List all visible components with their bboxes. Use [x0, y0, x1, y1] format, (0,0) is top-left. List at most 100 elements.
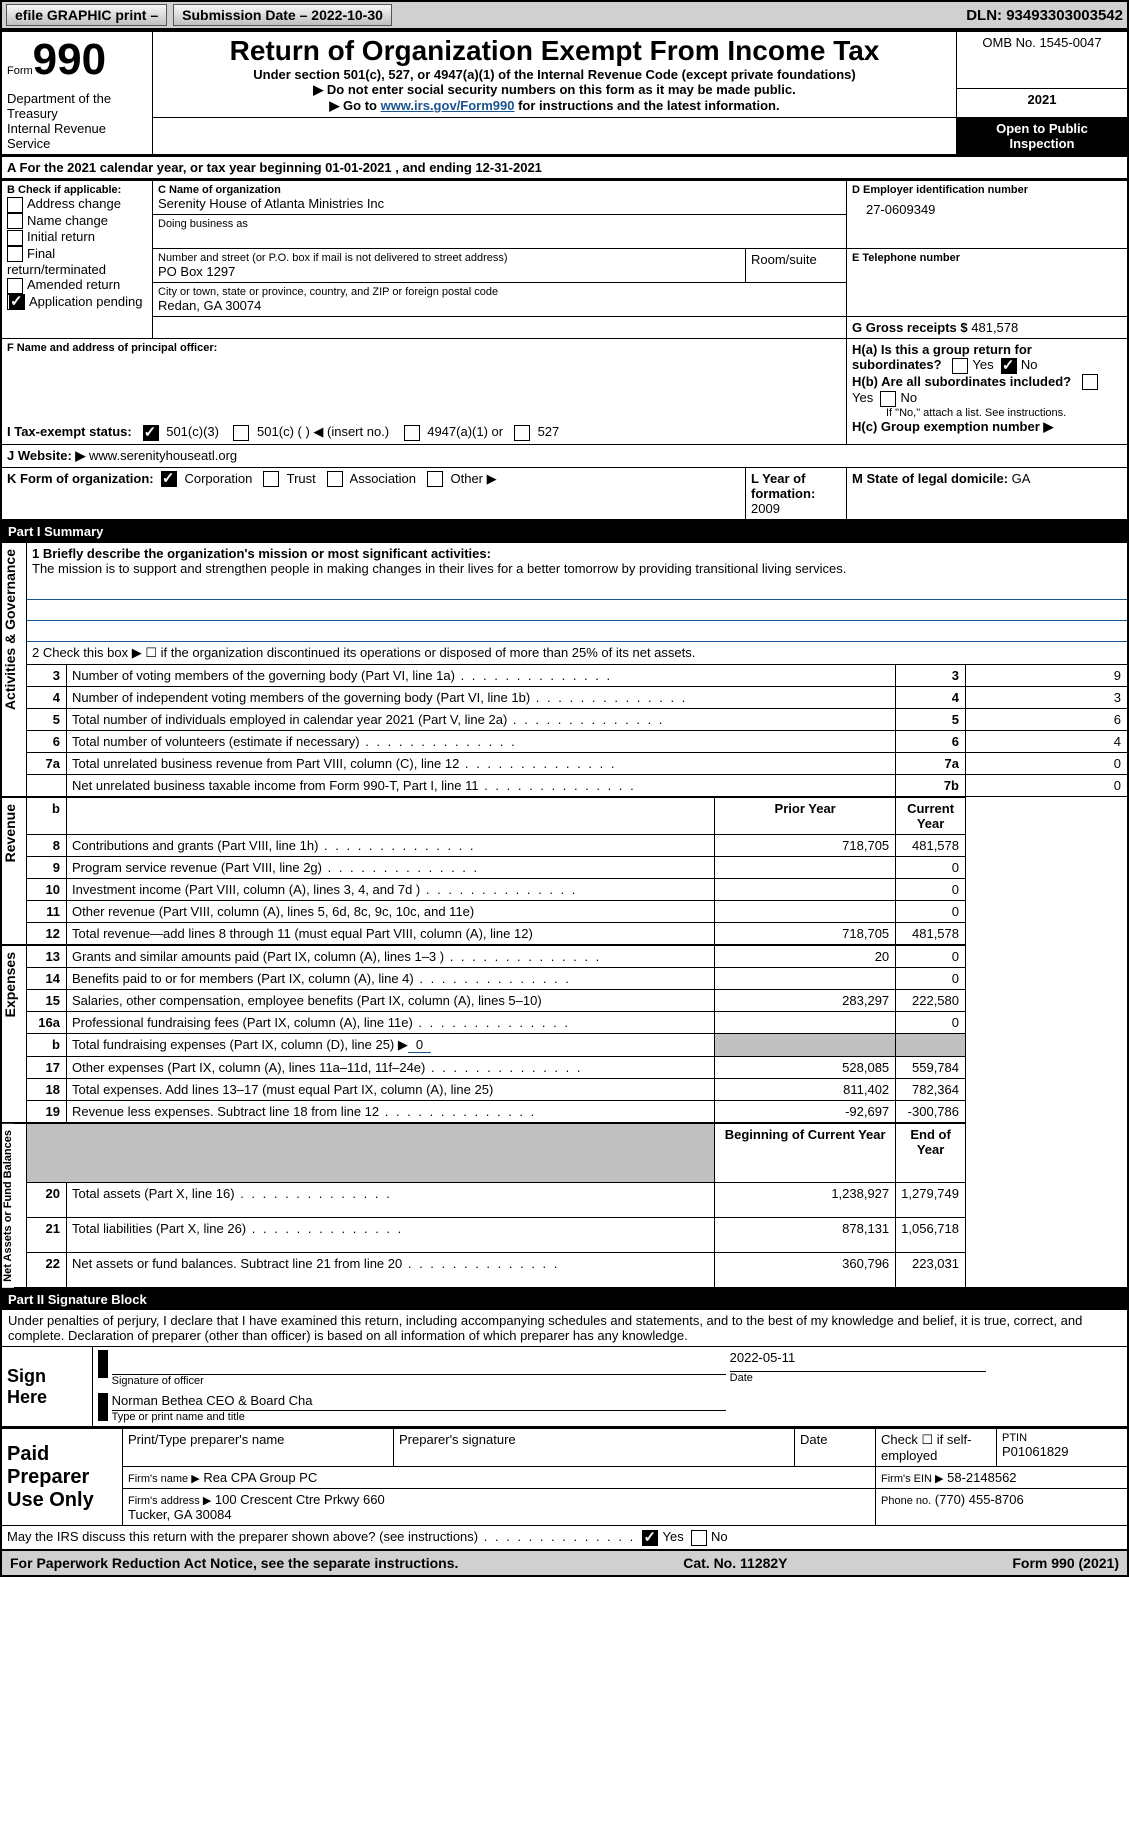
discuss-preparer: May the IRS discuss this return with the…: [7, 1529, 635, 1544]
vlabel-net-assets: Net Assets or Fund Balances: [2, 1124, 14, 1288]
form-number: 990: [33, 35, 106, 84]
form-title-block: Form990 Return of Organization Exempt Fr…: [0, 30, 1129, 156]
city-value: Redan, GA 30074: [158, 298, 841, 313]
checkbox-other[interactable]: [427, 471, 443, 487]
dba-label: Doing business as: [158, 218, 841, 230]
line2: 2 Check this box ▶ ☐ if the organization…: [27, 641, 1129, 664]
line-a-period: A For the 2021 calendar year, or tax yea…: [1, 157, 1128, 180]
submission-date-button[interactable]: Submission Date – 2022-10-30: [173, 4, 392, 26]
footer-mid: Cat. No. 11282Y: [683, 1555, 787, 1571]
room-suite-label: Room/suite: [746, 249, 847, 283]
checkbox-527[interactable]: [514, 425, 530, 441]
dln: DLN: 93493303003542: [966, 7, 1123, 24]
mission-text: The mission is to support and strengthen…: [32, 561, 1122, 576]
discuss-no[interactable]: [691, 1530, 707, 1546]
box-i: I Tax-exempt status: 501(c)(3) 501(c) ( …: [7, 424, 841, 441]
box-hc: H(c) Group exemption number ▶: [852, 419, 1122, 435]
gross-receipts: 481,578: [971, 320, 1018, 335]
submission-date-label: Submission Date –: [182, 7, 311, 23]
year-formation: 2009: [751, 501, 780, 516]
sig-date: 2022-05-11: [730, 1350, 986, 1365]
footer: For Paperwork Reduction Act Notice, see …: [0, 1551, 1129, 1577]
box-b-label: B Check if applicable:: [7, 184, 147, 196]
checkbox-application-pending[interactable]: Application pending: [7, 294, 147, 311]
ptin-value: P01061829: [1002, 1444, 1122, 1459]
end-year-header: End of Year: [896, 1123, 966, 1183]
addr-label: Number and street (or P.O. box if mail i…: [158, 252, 740, 264]
firm-ein-label: Firm's EIN ▶: [881, 1473, 944, 1485]
hb-note: If "No," attach a list. See instructions…: [852, 407, 1122, 419]
checkbox-final-return[interactable]: Final return/terminated: [7, 246, 147, 278]
efile-graphic-print-button[interactable]: efile GRAPHIC print –: [6, 4, 167, 26]
sig-arrow-icon: [98, 1350, 108, 1378]
efile-header: efile GRAPHIC print – Submission Date – …: [0, 0, 1129, 30]
hb-no[interactable]: [880, 391, 896, 407]
line3-value: 9: [966, 664, 1129, 686]
hb-yes[interactable]: [1082, 374, 1098, 390]
sig-officer-label: Signature of officer: [112, 1374, 726, 1387]
form-subtitle: Under section 501(c), 527, or 4947(a)(1)…: [158, 67, 951, 82]
department-label: Department of the Treasury Internal Reve…: [1, 88, 153, 155]
omb-number: OMB No. 1545-0047: [957, 31, 1129, 88]
beginning-year-header: Beginning of Current Year: [715, 1123, 896, 1183]
city-label: City or town, state or province, country…: [158, 286, 841, 298]
box-d-label: D Employer identification number: [852, 184, 1122, 196]
perjury-statement: Under penalties of perjury, I declare th…: [0, 1310, 1129, 1346]
form-note2: ▶ Go to www.irs.gov/Form990 for instruct…: [158, 98, 951, 114]
checkbox-corporation[interactable]: [161, 471, 177, 487]
box-k-label: K Form of organization:: [7, 471, 154, 486]
open-to-public-inspection: Open to Public Inspection: [957, 118, 1129, 156]
vlabel-governance: Activities & Governance: [2, 543, 18, 716]
line3-text: Number of voting members of the governin…: [67, 664, 896, 686]
checkbox-trust[interactable]: [263, 471, 279, 487]
checkbox-association[interactable]: [327, 471, 343, 487]
phone-value: (770) 455-8706: [935, 1492, 1024, 1507]
date-label: Date: [730, 1371, 986, 1384]
col-preparer-sig: Preparer's signature: [394, 1429, 795, 1467]
fundraising-expenses: 0: [408, 1037, 431, 1053]
form-label: Form: [7, 65, 33, 77]
officer-name: Norman Bethea CEO & Board Cha: [112, 1393, 726, 1408]
sign-here-label: Sign Here: [1, 1347, 93, 1428]
checkbox-amended-return[interactable]: Amended return: [7, 277, 147, 294]
submission-date-value: 2022-10-30: [311, 7, 383, 23]
state-domicile: GA: [1012, 471, 1031, 486]
part1-header: Part I Summary: [0, 521, 1129, 542]
box-f-label: F Name and address of principal officer:: [7, 342, 841, 354]
period-row: A For the 2021 calendar year, or tax yea…: [0, 156, 1129, 180]
checkbox-name-change[interactable]: Name change: [7, 213, 147, 230]
discuss-yes[interactable]: [642, 1530, 658, 1546]
box-e-label: E Telephone number: [852, 252, 1122, 264]
line1-label: 1 Briefly describe the organization's mi…: [32, 546, 1122, 561]
checkbox-address-change[interactable]: Address change: [7, 196, 147, 213]
firm-addr-label: Firm's address ▶: [128, 1495, 211, 1507]
part1-table: Activities & Governance 1 Briefly descri…: [0, 542, 1129, 1290]
signature-block: Sign Here Signature of officer 2022-05-1…: [0, 1346, 1129, 1428]
name-title-label: Type or print name and title: [112, 1410, 726, 1423]
tax-year: 2021: [957, 88, 1129, 118]
ha-no[interactable]: [1001, 358, 1017, 374]
checkbox-4947a1[interactable]: [404, 425, 420, 441]
box-c-name-label: C Name of organization: [158, 184, 841, 196]
col-date: Date: [795, 1429, 876, 1467]
vlabel-expenses: Expenses: [2, 946, 18, 1023]
vlabel-revenue: Revenue: [2, 798, 18, 868]
col-self-employed: Check ☐ if self-employed: [876, 1429, 997, 1467]
checkbox-501c3[interactable]: [143, 425, 159, 441]
ha-yes[interactable]: [952, 358, 968, 374]
checkbox-501c[interactable]: [233, 425, 249, 441]
box-hb: H(b) Are all subordinates included? Yes …: [852, 374, 1122, 407]
irs-link[interactable]: www.irs.gov/Form990: [381, 98, 515, 113]
org-name: Serenity House of Atlanta Ministries Inc: [158, 196, 841, 211]
street-address: PO Box 1297: [158, 264, 740, 279]
dln-value: 93493303003542: [1006, 7, 1123, 24]
firm-name: Rea CPA Group PC: [203, 1470, 317, 1485]
form-note1: ▶ Do not enter social security numbers o…: [158, 82, 951, 98]
phone-label: Phone no.: [881, 1495, 931, 1507]
ein-value: 27-0609349: [852, 196, 1122, 217]
checkbox-initial-return[interactable]: Initial return: [7, 229, 147, 246]
paid-preparer-block: Paid Preparer Use Only Print/Type prepar…: [0, 1428, 1129, 1551]
sig-arrow-icon-2: [98, 1393, 108, 1421]
footer-left: For Paperwork Reduction Act Notice, see …: [10, 1555, 458, 1571]
current-year-header: Current Year: [896, 797, 966, 835]
